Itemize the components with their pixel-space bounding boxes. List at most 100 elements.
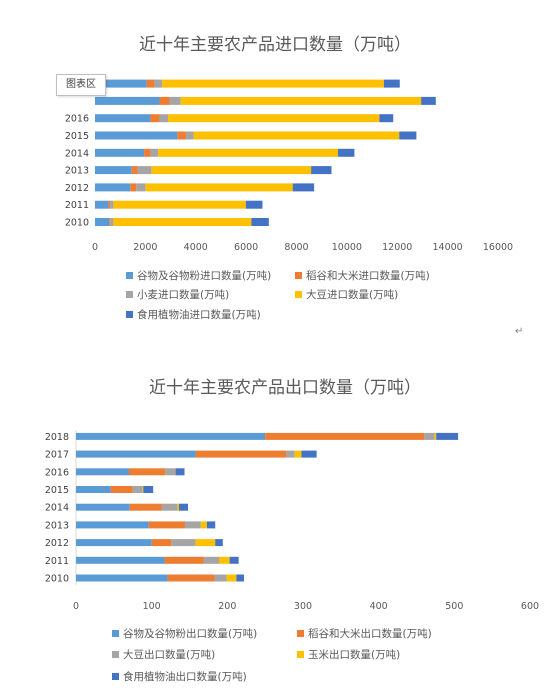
export-bar-2012-series-4 [196,539,216,546]
export-legend-label-5: 食用植物油出口数量(万吨) [123,670,247,683]
export-chart-title: 近十年主要农产品出口数量（万吨） [149,378,421,398]
import-year-labels: 2010 2011 2012 2013 2014 2015 2016 [65,114,89,229]
import-bar-2014-series-2 [144,149,151,157]
export-legend-swatch-3 [112,651,119,658]
export-year-label-2017: 2017 [45,450,69,461]
export-year-label-2012: 2012 [45,538,69,549]
import-legend-label-1: 谷物及谷物粉进口数量(万吨) [137,269,271,282]
import-bar-2014-series-1 [95,149,144,157]
export-chart: 近十年主要农产品出口数量（万吨） 20102011201220132014201… [45,378,539,683]
export-bar-2010-series-2 [168,575,215,582]
import-bar-2013-series-1 [95,166,132,174]
export-bar-2011-series-2 [165,557,204,564]
import-year-label-2015: 2015 [65,131,89,142]
import-x-tick-6000: 6000 [234,242,258,253]
import-x-tick-10000: 10000 [332,242,362,253]
import-bar-2014-series-3 [151,149,159,157]
import-year-label-2014: 2014 [65,148,89,159]
import-bar-2016-series-1 [95,114,150,122]
import-legend-label-3: 小麦进口数量(万吨) [137,288,229,301]
import-bar-2014-series-5 [338,149,354,157]
export-bar-2018-series-3 [424,433,435,440]
export-legend-swatch-4 [297,651,304,658]
import-bar-2010-series-2 [109,218,110,226]
export-year-label-2010: 2010 [45,574,69,585]
import-bar-2014-series-4 [158,149,338,157]
export-bar-2015-series-5 [143,486,153,493]
import-bar-2015-series-4 [193,132,399,140]
export-year-label-2015: 2015 [45,485,69,496]
import-year-label-2012: 2012 [65,183,89,194]
export-bar-2013-series-4 [201,521,207,528]
import-legend-swatch-5 [126,311,133,318]
export-bar-2011-series-4 [219,557,230,564]
export-bar-2018-series-1 [76,433,265,440]
export-bar-2011-series-3 [204,557,219,564]
import-bar-2012-series-2 [130,183,136,191]
import-bar-2012-series-5 [293,183,314,191]
import-legend-swatch-4 [295,291,302,298]
export-bar-2016-series-3 [165,468,175,475]
export-bar-2014-series-4 [177,504,179,511]
import-bar-2017-series-4 [181,97,422,105]
export-bars [76,433,458,582]
export-bar-2017-series-1 [76,451,196,458]
import-bar-2012-series-4 [146,183,293,191]
import-bars [95,80,436,226]
import-legend-swatch-3 [126,291,133,298]
export-bar-2014-series-2 [130,504,162,511]
import-year-label-2011: 2011 [65,200,89,211]
export-bar-2013-series-5 [207,521,215,528]
import-bar-2015-series-2 [177,132,186,140]
import-bar-2017-series-1 [95,97,159,105]
import-legend-swatch-2 [295,272,302,279]
export-bar-2016-series-5 [175,468,184,475]
export-bar-2015-series-4 [143,486,144,493]
import-bar-2012-series-1 [95,183,130,191]
import-bar-2015-series-1 [95,132,177,140]
import-bar-2010-series-3 [110,218,113,226]
export-legend-label-3: 大豆出口数量(万吨) [123,648,215,661]
export-bar-2013-series-2 [149,521,185,528]
export-bar-2016-series-2 [129,468,165,475]
import-x-tick-12000: 12000 [382,242,412,253]
export-year-label-2018: 2018 [45,432,69,443]
export-x-tick-600: 600 [521,601,539,612]
export-bar-2010-series-1 [76,575,168,582]
import-x-tick-14000: 14000 [433,242,463,253]
import-bar-2013-series-2 [132,166,138,174]
export-year-label-2011: 2011 [45,556,69,567]
import-bar-2010-series-1 [95,218,109,226]
export-bar-2015-series-1 [76,486,111,493]
import-bar-2018-series-2 [147,80,155,88]
chart-area-tooltip[interactable]: 图表区 [56,74,106,96]
import-bar-2011-series-5 [246,201,263,209]
import-year-label-2016: 2016 [65,114,89,125]
import-bar-2017-series-3 [170,97,181,105]
import-legend-label-4: 大豆进口数量(万吨) [306,288,398,301]
import-legend: 谷物及谷物粉进口数量(万吨)稻谷和大米进口数量(万吨)小麦进口数量(万吨)大豆进… [126,269,430,321]
paragraph-return-mark: ↵ [515,326,523,337]
import-bar-2010-series-5 [251,218,268,226]
import-bar-2013-series-3 [138,166,152,174]
import-legend-label-5: 食用植物油进口数量(万吨) [137,308,261,321]
import-bar-2016-series-5 [379,114,393,122]
export-bar-2013-series-3 [185,521,201,528]
import-bar-2018-series-5 [384,80,400,88]
import-year-label-2010: 2010 [65,218,89,229]
import-bar-2011-series-2 [109,201,111,209]
export-bar-2017-series-2 [196,451,287,458]
import-bar-2016-series-4 [168,114,379,122]
export-bar-2010-series-5 [236,575,244,582]
export-bar-2010-series-4 [227,575,237,582]
export-bar-2012-series-5 [215,539,223,546]
import-bar-2013-series-5 [311,166,331,174]
export-bar-2011-series-5 [230,557,239,564]
import-bar-2010-series-4 [113,218,251,226]
import-year-label-2013: 2013 [65,166,89,177]
export-legend-swatch-1 [112,630,119,637]
import-bar-2016-series-3 [159,114,168,122]
